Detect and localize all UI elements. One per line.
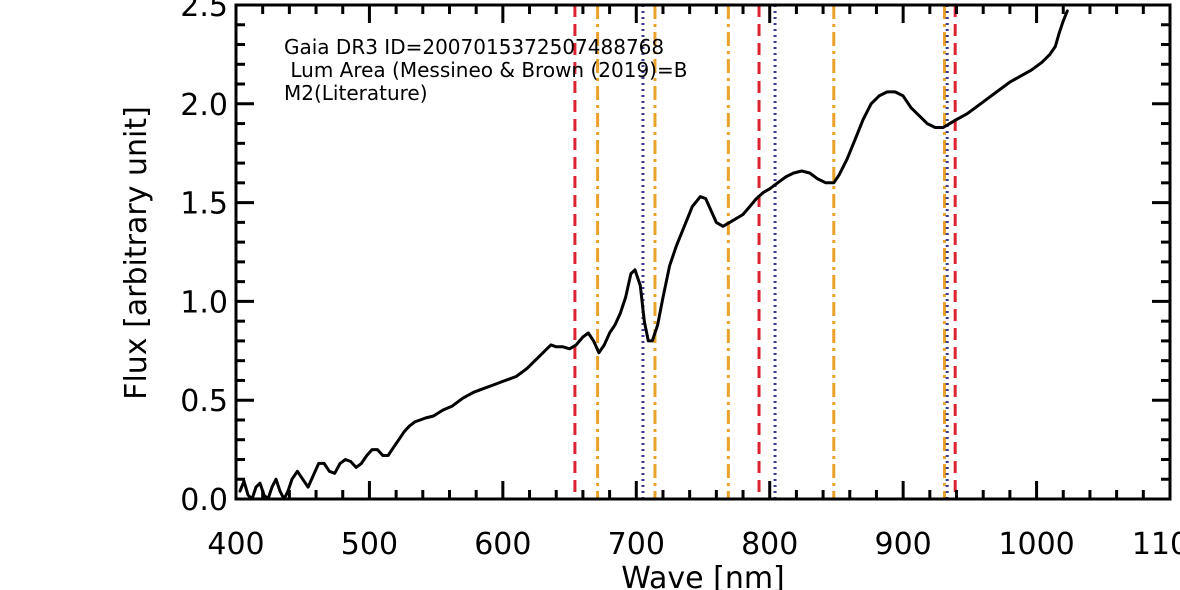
spectral-line-markers (573, 5, 957, 499)
x-tick-label: 700 (608, 527, 665, 562)
y-tick-label: 1.0 (180, 285, 228, 320)
y-tick-label: 0.0 (180, 483, 228, 518)
plot-frame (234, 3, 1172, 501)
x-axis-title: Wave [nm] (621, 561, 785, 590)
annotation-gaia-id: Gaia DR3 ID=2007015372507488768 (284, 35, 664, 59)
series-layer (238, 9, 1069, 501)
annotation-spectral-type: M2(Literature) (284, 81, 428, 105)
y-tick-labels: 0.0 0.5 1.0 1.5 2.0 2.5 (180, 0, 228, 518)
annotation-lum-area: Lum Area (Messineo & Brown (2019)=B (284, 58, 687, 82)
spectrum-line-0 (238, 9, 1069, 501)
x-tick-label: 900 (875, 527, 932, 562)
y-axis-title: Flux [arbitrary unit] (119, 106, 154, 400)
y-tick-label: 0.5 (180, 384, 228, 419)
x-tick-label: 1000 (998, 527, 1074, 562)
x-tick-label: 800 (741, 527, 798, 562)
x-tick-label: 500 (341, 527, 398, 562)
x-tick-label: 600 (474, 527, 531, 562)
y-tick-label: 1.5 (180, 187, 228, 222)
y-tick-label: 2.5 (180, 0, 228, 24)
x-tick-label: 400 (207, 527, 264, 562)
y-tick-label: 2.0 (180, 88, 228, 123)
